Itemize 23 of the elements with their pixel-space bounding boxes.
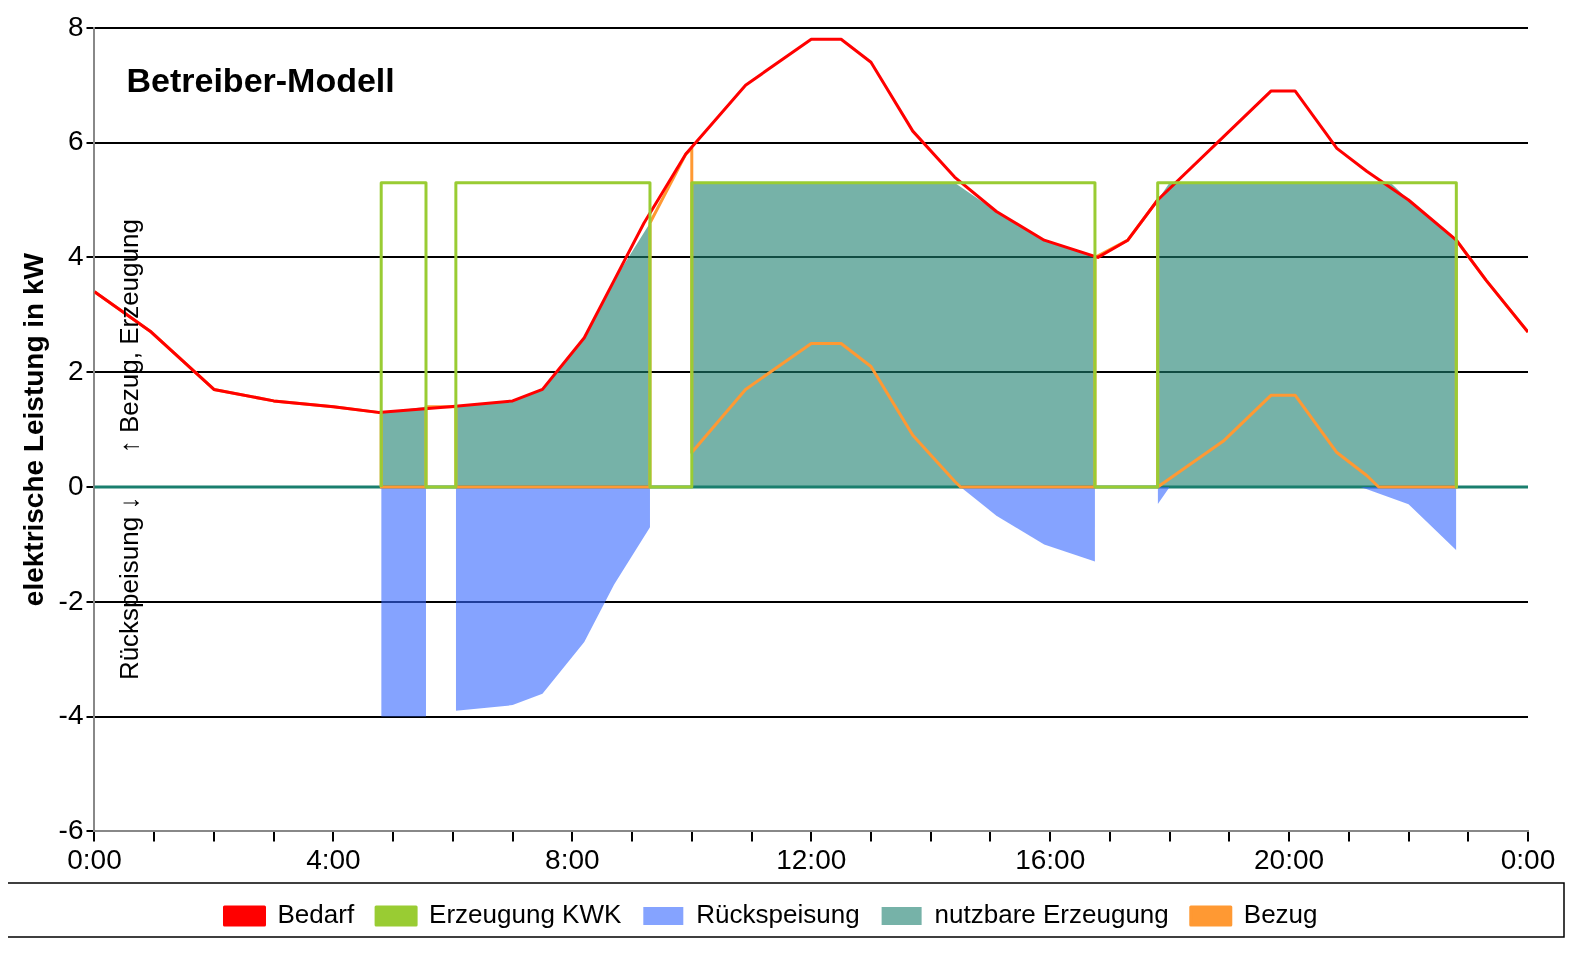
y-tick-label: 0	[67, 469, 84, 501]
y-tick-label: 4	[67, 240, 84, 272]
legend-label: Erzeugung KWK	[429, 899, 622, 930]
legend-label: Bezug	[1243, 899, 1318, 930]
legend-label: nutzbare Erzeugung	[934, 899, 1169, 930]
y-axis-title: elektrische Leistung in kW	[17, 252, 49, 607]
x-tick-label: 0:00	[67, 843, 122, 875]
x-tick-label: 20:00	[1254, 843, 1325, 875]
legend-label: Rückspeisung	[696, 899, 860, 930]
y-tick-label: 8	[67, 10, 84, 42]
y-tick-label: -4	[58, 699, 84, 731]
y-tick-label: 6	[67, 125, 84, 157]
y-tick-label: 2	[67, 354, 84, 386]
y-tick-label: -6	[58, 814, 84, 846]
x-tick-label: 4:00	[306, 843, 361, 875]
legend-label: Bedarf	[277, 899, 355, 930]
annotation: Rückspeisung ↓ ↑ Bezug, Erzeugung	[113, 219, 144, 681]
x-tick-label: 12:00	[776, 843, 847, 875]
y-tick-label: -2	[58, 584, 84, 616]
x-tick-label: 8:00	[545, 843, 600, 875]
x-tick-label: 16:00	[1015, 843, 1086, 875]
text: Betreiber-Modell	[126, 61, 395, 100]
x-tick-label: 0:00	[1500, 843, 1556, 875]
